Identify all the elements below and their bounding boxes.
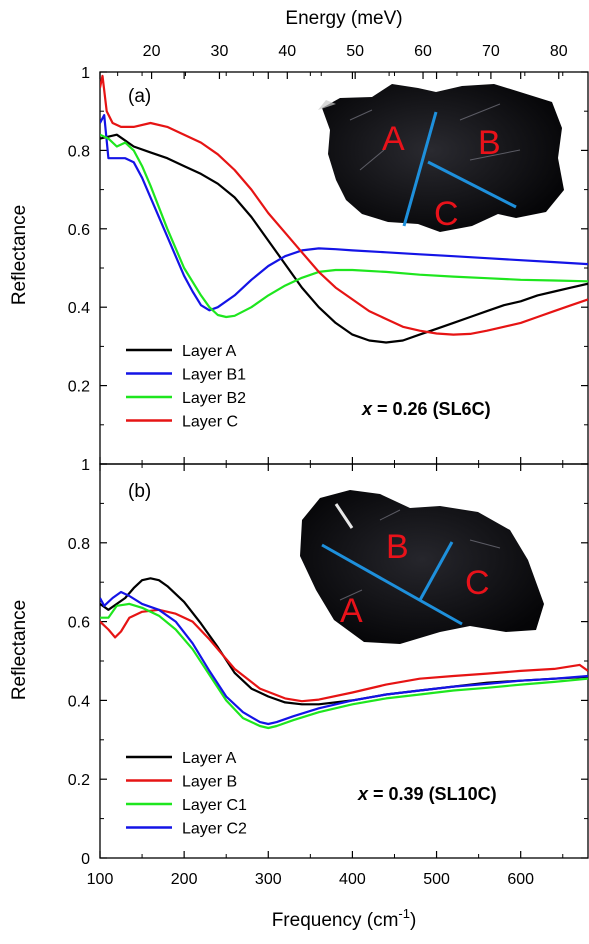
photo-label: A — [340, 592, 363, 630]
panel-label: (b) — [128, 481, 151, 502]
series-line-layer-c2 — [100, 590, 588, 726]
y-tick-label: 1 — [81, 457, 90, 474]
top-x-tick-label: 50 — [346, 43, 364, 60]
top-x-tick-label: 70 — [482, 43, 500, 60]
y-tick-label: 0.2 — [68, 379, 90, 396]
y-axis-title-a: Reflectance — [9, 205, 30, 305]
y-axis-title-b: Reflectance — [9, 600, 30, 700]
series-line-layer-b — [100, 608, 588, 703]
y-tick-label: 0.6 — [68, 615, 90, 632]
x-tick-label: 300 — [255, 871, 282, 888]
legend-entry: Layer C — [182, 414, 238, 431]
y-tick-label: 0.8 — [68, 536, 90, 553]
y-tick-label: 1 — [81, 65, 90, 82]
sample-photo-a: A B C — [318, 84, 564, 233]
sample-photo-b: A B C — [300, 490, 544, 644]
top-x-tick-label: 40 — [278, 43, 296, 60]
composition-annotation: x = 0.26 (SL6C) — [361, 399, 491, 419]
top-x-tick-label: 30 — [211, 43, 229, 60]
series-line-layer-c — [100, 74, 588, 336]
series-line-layer-b2 — [100, 133, 588, 319]
top-x-tick-label: 20 — [143, 43, 161, 60]
y-tick-label: 0.4 — [68, 300, 90, 317]
x-axis-title: Frequency (cm-1) — [272, 906, 417, 931]
photo-label: B — [478, 124, 501, 162]
photo-label: C — [434, 195, 459, 233]
top-x-tick-label: 80 — [550, 43, 568, 60]
x-tick-label: 200 — [171, 871, 198, 888]
legend-entry: Layer B1 — [182, 367, 246, 384]
legend-entry: Layer C2 — [182, 821, 247, 838]
panel-label: (a) — [128, 86, 151, 107]
x-tick-label: 600 — [507, 871, 534, 888]
legend-entry: Layer C1 — [182, 797, 247, 814]
series-group — [100, 577, 588, 730]
photo-label: C — [465, 564, 490, 602]
top-x-tick-label: 60 — [414, 43, 432, 60]
series-line-layer-b1 — [100, 113, 588, 312]
x-tick-label: 500 — [423, 871, 450, 888]
y-tick-label: 0 — [81, 851, 90, 868]
legend-entry: Layer B2 — [182, 390, 246, 407]
x-tick-label: 400 — [339, 871, 366, 888]
y-tick-label: 0.4 — [68, 693, 90, 710]
series-group — [100, 74, 588, 344]
photo-label: B — [386, 528, 409, 566]
photo-label: A — [382, 120, 405, 158]
panel-b: 0 0.2 0.4 0.6 0.8 1 100 200 300 400 500 600 Layer A L… — [68, 457, 589, 888]
y-tick-label: 0.2 — [68, 772, 90, 789]
legend-entry: Layer A — [182, 343, 237, 360]
x-tick-label: 100 — [87, 871, 114, 888]
y-tick-label: 0.8 — [68, 143, 90, 160]
legend-entry: Layer A — [182, 750, 237, 767]
legend-entry: Layer B — [182, 774, 237, 791]
top-axis-title: Energy (meV) — [285, 8, 402, 29]
composition-annotation: x = 0.39 (SL10C) — [357, 784, 497, 804]
y-tick-label: 0.6 — [68, 222, 90, 239]
series-line-layer-a — [100, 133, 588, 344]
series-line-layer-c1 — [100, 602, 588, 730]
